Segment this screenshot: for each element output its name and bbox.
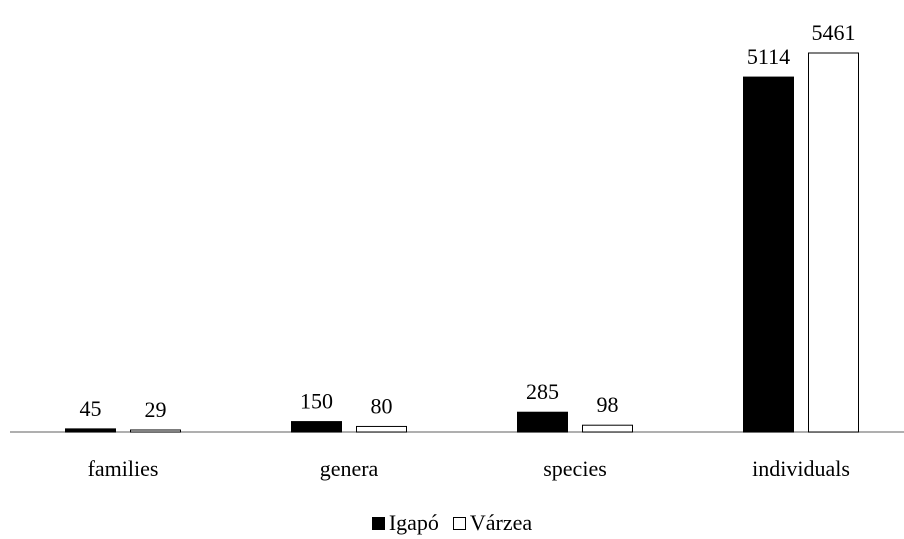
bar-vrzea-genera xyxy=(356,425,407,433)
category-label-families: families xyxy=(88,456,159,481)
bar-igap-genera xyxy=(291,421,342,433)
value-label-vrzea-individuals: 5461 xyxy=(812,20,856,45)
value-label-vrzea-species: 98 xyxy=(597,392,619,417)
value-label-igap-families: 45 xyxy=(80,396,102,421)
bar-igap-species xyxy=(517,411,568,433)
category-label-genera: genera xyxy=(320,456,379,481)
bar-vrzea-families xyxy=(130,429,181,433)
bar-vrzea-individuals xyxy=(808,52,859,433)
legend-item-igapo: Igapó xyxy=(371,510,439,536)
legend-label-varzea: Várzea xyxy=(469,510,533,535)
bar-igap-individuals xyxy=(743,76,794,433)
legend-swatch-igapo xyxy=(371,516,385,530)
category-labels-group: families genera species individuals xyxy=(88,456,850,481)
bar-igap-families xyxy=(65,428,116,433)
value-labels-group: 45 29 150 80 285 98 5114 5461 xyxy=(80,20,856,422)
category-label-species: species xyxy=(543,456,607,481)
value-label-igap-individuals: 5114 xyxy=(747,44,790,69)
value-label-vrzea-genera: 80 xyxy=(371,393,393,418)
legend: Igapó Várzea xyxy=(0,508,904,538)
bars-group xyxy=(65,52,859,433)
category-label-individuals: individuals xyxy=(752,456,850,481)
value-label-igap-species: 285 xyxy=(526,379,559,404)
legend-label-igapo: Igapó xyxy=(388,510,439,535)
legend-swatch-varzea xyxy=(452,516,466,530)
value-label-vrzea-families: 29 xyxy=(145,397,167,422)
value-label-igap-genera: 150 xyxy=(300,389,333,414)
bar-vrzea-species xyxy=(582,424,633,433)
legend-item-varzea: Várzea xyxy=(452,510,533,536)
